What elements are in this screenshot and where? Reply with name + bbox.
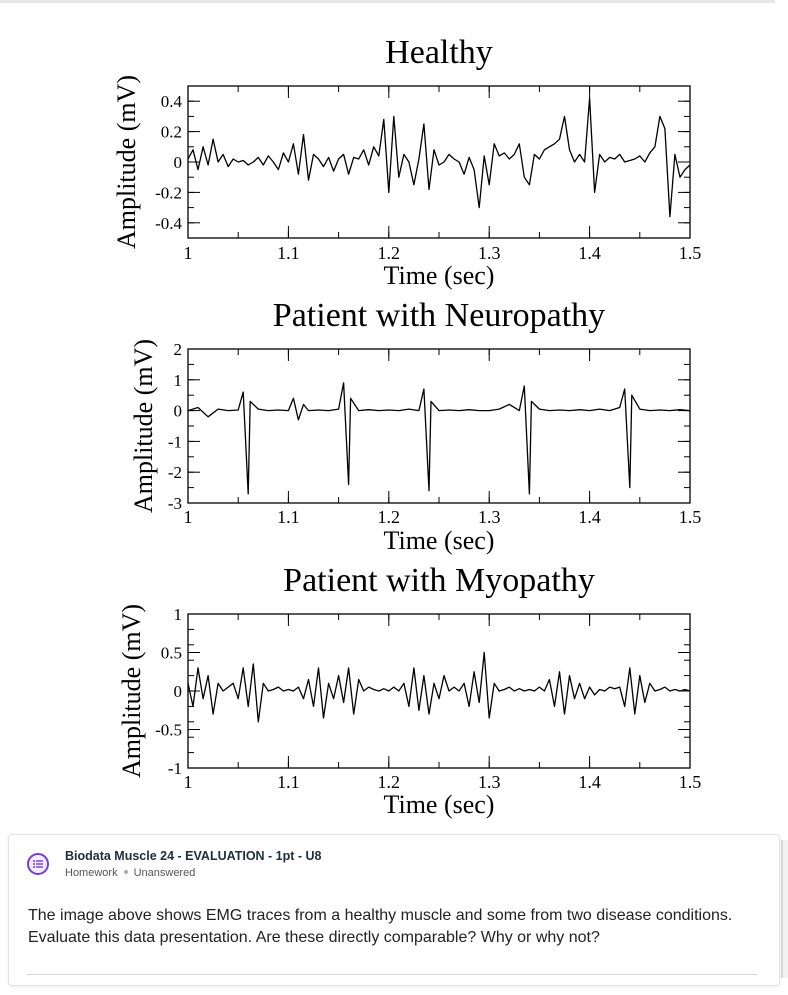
x-tick-label: 1.2 [378, 507, 401, 527]
x-tick-label: 1.4 [578, 507, 601, 527]
top-divider [0, 0, 775, 3]
y-tick-label: 0.2 [161, 123, 182, 142]
y-tick-label: -1 [168, 759, 182, 778]
chart-title: Patient with Neuropathy [273, 297, 605, 334]
y-tick-label: 0 [174, 402, 183, 421]
homework-list-icon [27, 853, 49, 875]
x-tick-label: 1.2 [378, 772, 401, 792]
plot-frame [187, 348, 691, 504]
chart-title: Healthy [385, 34, 493, 71]
y-axis-label: Amplitude (mV) [129, 339, 158, 513]
chart-0: Healthy Time (sec) Amplitude (mV) 1 1.1 1.2 1.… [112, 34, 701, 290]
x-tick-label: 1 [184, 507, 193, 527]
question-card: Biodata Muscle 24 - EVALUATION - 1pt - U… [8, 834, 780, 986]
x-tick-label: 1.1 [277, 507, 300, 527]
plot-frame [187, 85, 691, 239]
question-text: The image above shows EMG traces from a … [28, 907, 733, 946]
plot-frame [187, 613, 691, 769]
emg-figure: Healthy Time (sec) Amplitude (mV) 1 1.1 1.2 1.… [112, 34, 701, 819]
series-line-0 [187, 651, 691, 723]
x-axis-label: Time (sec) [384, 790, 495, 819]
y-tick-label: 0 [174, 153, 183, 172]
y-tick-label: 1 [174, 605, 183, 624]
x-tick-label: 1.5 [679, 772, 702, 792]
y-tick-label: 2 [174, 340, 183, 359]
y-tick-label: -0.4 [155, 214, 182, 233]
scrollbar[interactable] [781, 840, 788, 978]
x-tick-label: 1.3 [478, 772, 501, 792]
y-tick-label: -0.5 [155, 721, 182, 740]
series-line-0 [187, 97, 691, 218]
chart-1: Patient with Neuropathy Time (sec) Amplitu… [129, 297, 701, 555]
x-tick-label: 1 [184, 772, 193, 792]
homework-meta: Homework Unanswered [65, 867, 195, 879]
y-axis-label: Amplitude (mV) [117, 604, 146, 778]
homework-title[interactable]: Biodata Muscle 24 - EVALUATION - 1pt - U… [65, 849, 322, 863]
x-axis-label: Time (sec) [384, 261, 495, 290]
homework-status: Unanswered [133, 867, 196, 879]
y-tick-label: 0.4 [161, 92, 183, 111]
chart-title: Patient with Myopathy [283, 562, 595, 599]
y-axis-label: Amplitude (mV) [112, 75, 141, 249]
x-tick-label: 1.3 [478, 243, 501, 263]
x-tick-label: 1 [184, 243, 193, 263]
x-tick-label: 1.5 [679, 243, 702, 263]
x-tick-label: 1.1 [277, 243, 300, 263]
y-tick-label: -0.2 [155, 183, 182, 202]
x-tick-label: 1.1 [277, 772, 300, 792]
series-line-0 [187, 382, 691, 495]
x-tick-label: 1.4 [578, 243, 601, 263]
homework-type: Homework [65, 867, 118, 879]
y-tick-label: -3 [168, 494, 182, 513]
y-tick-label: -2 [168, 463, 182, 482]
y-tick-label: 1 [174, 371, 183, 390]
x-tick-label: 1.3 [478, 507, 501, 527]
x-tick-label: 1.5 [679, 507, 702, 527]
y-tick-label: 0 [174, 682, 183, 701]
y-tick-label: 0.5 [161, 644, 182, 663]
x-tick-label: 1.4 [578, 772, 601, 792]
separator-dot [123, 870, 128, 875]
answer-box[interactable] [27, 974, 757, 995]
chart-2: Patient with Myopathy Time (sec) Amplitude… [117, 562, 701, 819]
x-tick-label: 1.2 [378, 243, 401, 263]
x-axis-label: Time (sec) [384, 526, 495, 555]
y-tick-label: -1 [168, 432, 182, 451]
